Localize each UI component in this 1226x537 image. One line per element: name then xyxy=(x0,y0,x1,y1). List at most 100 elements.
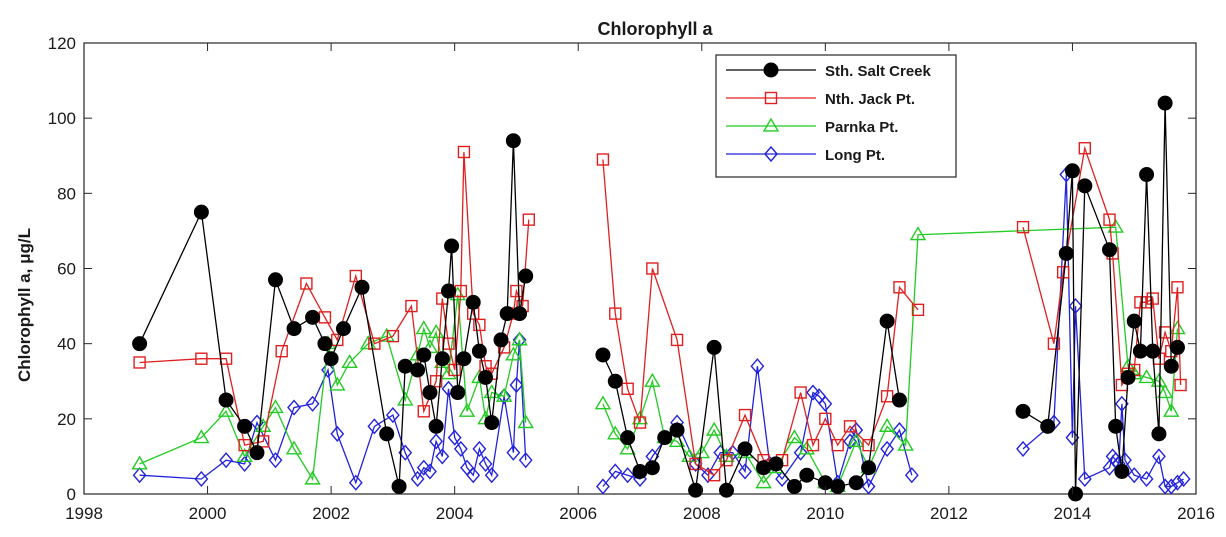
data-point xyxy=(493,332,509,348)
data-point xyxy=(1040,418,1056,434)
data-point xyxy=(329,376,346,391)
data-point xyxy=(755,474,772,489)
data-point xyxy=(323,351,339,367)
data-point xyxy=(1127,467,1142,484)
data-point xyxy=(1151,426,1167,442)
y-axis-label: Chlorophyll a, μg/L xyxy=(15,228,34,382)
data-point xyxy=(193,429,210,444)
data-point xyxy=(236,448,253,463)
data-point xyxy=(304,470,321,485)
legend-item: Nth. Jack Pt. xyxy=(726,91,915,108)
data-point xyxy=(193,204,209,220)
data-point xyxy=(750,358,765,375)
data-point xyxy=(718,482,734,498)
data-point xyxy=(607,373,623,389)
data-point xyxy=(484,415,500,431)
data-point xyxy=(609,307,622,320)
data-point xyxy=(195,352,208,365)
data-point xyxy=(429,433,444,450)
data-point xyxy=(847,433,865,447)
data-point xyxy=(1126,313,1142,329)
x-tick-label: 2008 xyxy=(683,504,721,523)
data-point xyxy=(688,482,704,498)
data-point xyxy=(397,391,414,406)
data-point xyxy=(397,358,413,374)
data-point xyxy=(237,418,253,434)
data-point xyxy=(268,452,283,469)
data-point xyxy=(632,463,648,479)
data-point xyxy=(497,388,512,405)
data-point xyxy=(786,429,803,444)
data-point xyxy=(442,337,455,350)
data-point xyxy=(512,306,528,322)
data-point xyxy=(646,262,659,275)
data-point xyxy=(1139,470,1154,488)
data-point xyxy=(447,429,462,446)
y-tick-label: 60 xyxy=(57,260,76,279)
data-point xyxy=(893,281,906,294)
data-point xyxy=(594,395,612,410)
data-point xyxy=(1145,343,1161,359)
data-point xyxy=(1065,429,1080,446)
data-point xyxy=(267,399,284,414)
data-point xyxy=(518,268,534,284)
data-point xyxy=(669,422,685,438)
data-point xyxy=(471,343,487,359)
data-point xyxy=(505,133,521,149)
data-point xyxy=(596,153,610,166)
data-point xyxy=(305,395,320,412)
data-point xyxy=(1138,369,1155,384)
data-point xyxy=(478,369,494,385)
data-point xyxy=(1156,384,1174,399)
data-point xyxy=(644,372,661,387)
data-point xyxy=(219,452,234,469)
data-point xyxy=(466,467,481,484)
data-point xyxy=(897,436,914,451)
data-point xyxy=(848,475,864,491)
data-point xyxy=(511,331,528,346)
data-point xyxy=(1016,220,1030,234)
data-point xyxy=(818,395,833,412)
x-tick-label: 2010 xyxy=(806,504,844,523)
data-point xyxy=(472,440,487,457)
data-point xyxy=(423,463,437,480)
data-point xyxy=(429,375,443,388)
data-point xyxy=(1120,369,1136,385)
data-point xyxy=(405,299,418,313)
legend-label: Sth. Salt Creek xyxy=(825,63,932,80)
legend-label: Parnka Pt. xyxy=(825,119,898,136)
data-point xyxy=(607,425,624,440)
data-point xyxy=(218,392,234,408)
data-point xyxy=(1064,163,1080,179)
data-point xyxy=(830,478,846,494)
data-point xyxy=(275,344,288,358)
data-point xyxy=(249,445,265,461)
data-point xyxy=(367,418,382,435)
y-tick-label: 100 xyxy=(48,109,76,128)
data-point xyxy=(348,474,363,491)
data-point xyxy=(1114,463,1130,479)
data-point xyxy=(843,420,857,433)
data-point xyxy=(794,386,807,399)
data-point xyxy=(1107,218,1124,233)
legend-marker xyxy=(763,62,779,78)
data-point xyxy=(1103,213,1116,226)
data-point xyxy=(287,399,301,416)
data-point xyxy=(510,284,523,298)
data-point xyxy=(1047,337,1061,350)
x-tick-label: 2000 xyxy=(189,504,227,523)
data-point xyxy=(1163,402,1180,417)
y-tick-label: 0 xyxy=(67,485,76,504)
data-point xyxy=(131,455,148,470)
data-point xyxy=(633,416,647,429)
data-point xyxy=(738,463,752,480)
data-point xyxy=(1169,339,1185,355)
data-point xyxy=(416,347,432,363)
data-point xyxy=(701,467,715,484)
data-point xyxy=(335,321,351,337)
data-point xyxy=(440,365,457,380)
data-point xyxy=(1077,178,1093,194)
data-point xyxy=(706,339,722,355)
data-point xyxy=(505,346,522,361)
